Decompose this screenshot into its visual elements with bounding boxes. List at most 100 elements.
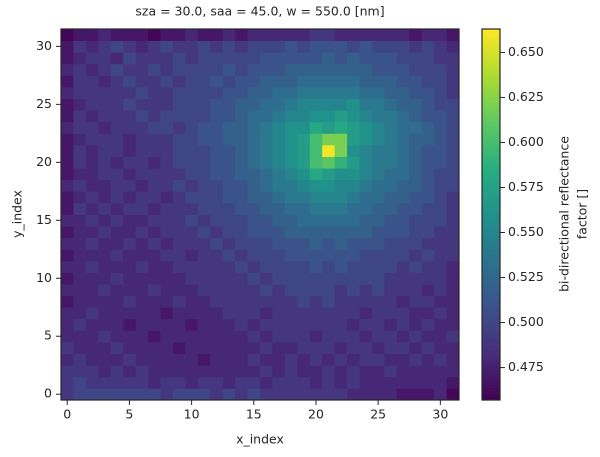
- heatmap-cell: [359, 342, 373, 355]
- heatmap-cell: [222, 52, 236, 65]
- heatmap-cell: [85, 63, 99, 76]
- heatmap-cell: [61, 133, 74, 146]
- colorbar-segment: [482, 372, 500, 376]
- colorbar-segment: [482, 356, 500, 361]
- heatmap-cell: [172, 295, 186, 308]
- heatmap-cell: [85, 29, 99, 41]
- heatmap-cell: [135, 98, 149, 111]
- heatmap-cell: [309, 249, 323, 262]
- heatmap-cell: [110, 214, 124, 227]
- chart-title: sza = 30.0, saa = 45.0, w = 550.0 [nm]: [135, 4, 384, 19]
- heatmap-cell: [123, 144, 137, 157]
- heatmap-cell: [235, 156, 248, 169]
- colorbar-segment: [482, 375, 500, 379]
- heatmap-cell: [446, 318, 460, 331]
- heatmap-cell: [347, 376, 360, 389]
- heatmap-cell: [98, 52, 112, 65]
- heatmap-cell: [297, 75, 311, 88]
- heatmap-cell: [359, 29, 373, 41]
- colorbar-segment: [482, 236, 500, 240]
- heatmap-cell: [396, 29, 410, 41]
- heatmap-cell: [85, 318, 99, 331]
- heatmap-cell: [185, 284, 199, 297]
- heatmap-cell: [73, 260, 87, 273]
- heatmap-cell: [61, 29, 74, 41]
- heatmap-cell: [359, 307, 373, 320]
- heatmap-cell: [210, 98, 224, 111]
- heatmap-cell: [197, 307, 211, 320]
- heatmap-cell: [85, 260, 99, 273]
- heatmap-cell: [185, 376, 199, 389]
- heatmap-cell: [309, 40, 323, 53]
- heatmap-cell: [371, 75, 385, 88]
- heatmap-cell: [322, 284, 336, 297]
- heatmap-cell: [409, 353, 423, 366]
- heatmap-cell: [185, 52, 199, 65]
- heatmap-cell: [73, 388, 87, 401]
- heatmap-cell: [185, 307, 199, 320]
- heatmap-cell: [446, 202, 460, 215]
- heatmap-cell: [85, 295, 99, 308]
- heatmap-cell: [160, 249, 174, 262]
- heatmap-cell: [434, 237, 447, 250]
- heatmap-cell: [61, 168, 74, 181]
- heatmap-cell: [347, 63, 360, 76]
- heatmap-cell: [85, 98, 99, 111]
- heatmap-cell: [322, 110, 336, 123]
- heatmap-cell: [409, 29, 423, 41]
- heatmap-cell: [421, 260, 435, 273]
- heatmap-cell: [197, 365, 211, 378]
- heatmap-cell: [396, 202, 410, 215]
- heatmap-cell: [98, 202, 112, 215]
- heatmap-cell: [73, 330, 87, 343]
- heatmap-cell: [347, 191, 360, 204]
- heatmap-cell: [371, 330, 385, 343]
- heatmap-cell: [123, 388, 137, 401]
- heatmap-cell: [247, 237, 261, 250]
- heatmap-cell: [371, 98, 385, 111]
- heatmap-cell: [210, 202, 224, 215]
- colorbar-segment: [482, 270, 500, 274]
- heatmap-cell: [185, 237, 199, 250]
- colorbar-segment: [482, 211, 500, 215]
- heatmap-cell: [434, 110, 447, 123]
- heatmap-cell: [371, 202, 385, 215]
- colorbar-segment: [482, 276, 500, 280]
- heatmap-cell: [309, 191, 323, 204]
- heatmap-cell: [247, 388, 261, 401]
- heatmap-cell: [235, 202, 248, 215]
- heatmap-cell: [272, 342, 286, 355]
- heatmap-cell: [284, 214, 298, 227]
- colorbar-segment: [482, 189, 500, 194]
- heatmap-cell: [371, 86, 385, 99]
- heatmap-cell: [371, 295, 385, 308]
- heatmap-cell: [334, 191, 348, 204]
- colorbar-segment: [482, 220, 500, 225]
- heatmap-cell: [160, 110, 174, 123]
- heatmap-cell: [247, 260, 261, 273]
- colorbar-segment: [482, 229, 500, 234]
- heatmap-cell: [197, 144, 211, 157]
- heatmap-cell: [172, 353, 186, 366]
- heatmap-cell: [160, 330, 174, 343]
- heatmap-cell: [61, 226, 74, 239]
- heatmap-cell: [247, 214, 261, 227]
- colorbar-segment: [482, 131, 500, 135]
- heatmap-cell: [73, 86, 87, 99]
- heatmap-cell: [210, 86, 224, 99]
- heatmap-cell: [297, 52, 311, 65]
- heatmap-cell: [272, 388, 286, 401]
- heatmap-cell: [309, 168, 323, 181]
- heatmap-cell: [384, 202, 398, 215]
- heatmap-cell: [297, 214, 311, 227]
- heatmap-cell: [371, 52, 385, 65]
- heatmap-cell: [371, 318, 385, 331]
- heatmap-cell: [434, 52, 447, 65]
- heatmap-cell: [421, 307, 435, 320]
- heatmap-cell: [235, 295, 248, 308]
- colorbar-segment: [482, 260, 500, 265]
- heatmap-cell: [172, 156, 186, 169]
- heatmap-cell: [309, 318, 323, 331]
- heatmap-cell: [148, 40, 161, 53]
- heatmap-cell: [160, 121, 174, 134]
